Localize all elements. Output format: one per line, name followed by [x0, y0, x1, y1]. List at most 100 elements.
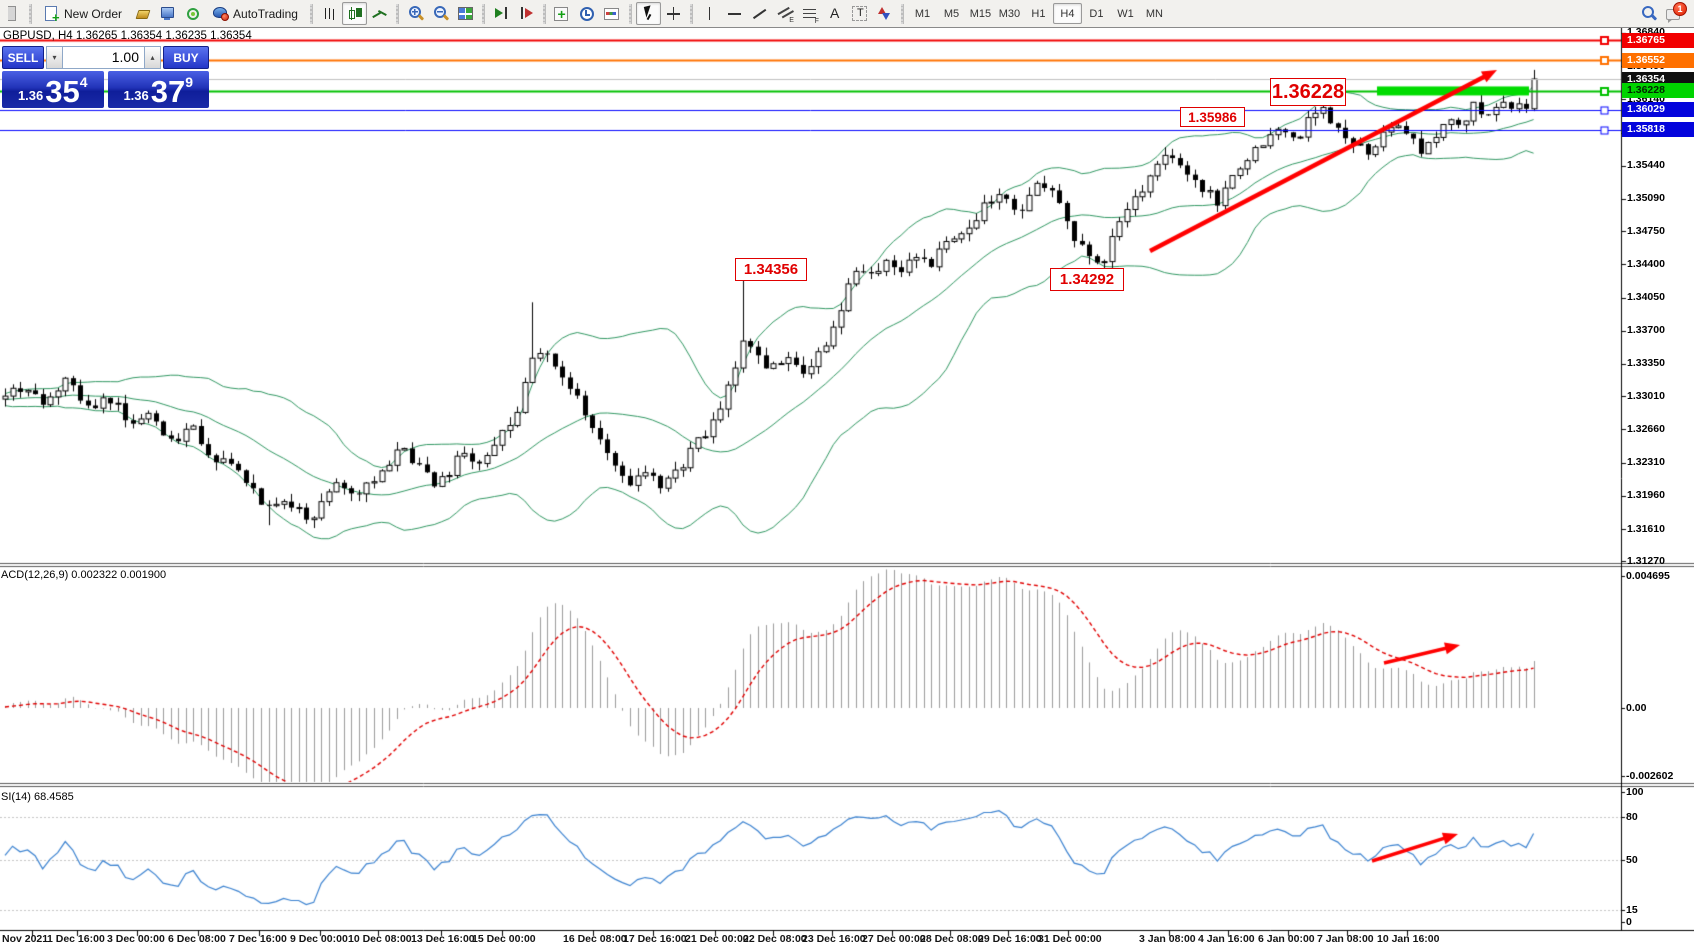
horizontal-line-icon-glyph [727, 6, 742, 21]
sell-price-pip: 4 [79, 74, 88, 90]
price-annotation[interactable]: 1.34356 [735, 258, 807, 281]
time-axis-label: 9 Dec 00:00 [290, 933, 348, 945]
zoom-in-icon[interactable] [403, 2, 428, 25]
time-axis-label: 22 Dec 08:00 [743, 933, 807, 945]
tile-windows-icon-glyph [457, 6, 473, 21]
wallet-icon[interactable] [130, 2, 155, 25]
periods-icon[interactable] [575, 2, 600, 25]
notification-badge: 1 [1673, 2, 1687, 16]
price-annotation[interactable]: 1.36228 [1270, 78, 1346, 106]
time-axis-label: 27 Dec 00:00 [862, 933, 926, 945]
tile-windows-icon[interactable] [453, 2, 478, 25]
timeframe-button-d1[interactable]: D1 [1089, 7, 1104, 20]
toolbar-separator [542, 3, 546, 24]
horizontal-line-icon[interactable] [722, 2, 747, 25]
candlestick-chart-icon[interactable] [341, 2, 367, 25]
price-annotation[interactable]: 1.34292 [1050, 268, 1124, 291]
search-icon[interactable] [1636, 2, 1661, 25]
time-axis-label: 4 Jan 16:00 [1198, 933, 1255, 945]
chart-shift-icon[interactable] [514, 2, 539, 25]
crosshair-icon[interactable] [661, 2, 686, 25]
line-chart-icon-glyph [372, 6, 387, 21]
arrows-icon[interactable] [872, 2, 897, 25]
fibonacci-icon-glyph [802, 6, 819, 25]
time-axis-label: 17 Dec 16:00 [623, 933, 687, 945]
price-tick-label: 1.33350 [1627, 357, 1665, 370]
time-axis-label: 3 Dec 00:00 [107, 933, 165, 945]
price-tick-label: 1.33010 [1627, 389, 1665, 402]
buy-button[interactable]: BUY [163, 46, 209, 69]
auto-scroll-icon[interactable] [489, 2, 514, 25]
sell-price-main: 35 [45, 74, 80, 110]
price-badge: 1.35818 [1622, 122, 1694, 138]
crosshair-icon-glyph [666, 6, 681, 21]
price-badge: 1.36228 [1622, 83, 1694, 99]
equidistant-channel-icon[interactable] [772, 2, 797, 25]
timeframe-button-m5[interactable]: M5 [943, 7, 960, 20]
time-axis-label: 10 Jan 16:00 [1377, 933, 1440, 945]
rsi-scale-label: 80 [1626, 811, 1638, 823]
buy-price[interactable]: 1.36 37 9 [107, 71, 209, 110]
time-axis-label: 16 Dec 08:00 [563, 933, 627, 945]
line-chart-icon[interactable] [367, 2, 392, 25]
templates-icon-glyph [604, 6, 620, 21]
one-click-trading-panel: SELL ▾ 1.00 ▴ BUY 1.36 35 4 1.36 37 9 [2, 46, 209, 108]
time-axis-label: 3 Jan 08:00 [1139, 933, 1196, 945]
buy-price-pip: 9 [185, 74, 194, 90]
timeframe-button-mn[interactable]: MN [1145, 7, 1163, 20]
vertical-line-icon[interactable] [697, 2, 722, 25]
signals-icon[interactable] [180, 2, 205, 25]
toolbar-separator [481, 3, 485, 24]
autotrading-icon [213, 6, 230, 21]
cursor-icon[interactable] [635, 2, 661, 25]
timeframe-button-m1[interactable]: M1 [914, 7, 931, 20]
timeframe-button-w1[interactable]: W1 [1117, 7, 1134, 20]
new-order-label: New Order [64, 6, 123, 21]
volume-stepper: ▾ 1.00 ▴ [46, 46, 161, 69]
trendline-icon[interactable] [747, 2, 772, 25]
sell-button[interactable]: SELL [2, 46, 44, 69]
fibonacci-icon[interactable] [797, 2, 822, 25]
time-axis-label: 7 Dec 16:00 [229, 933, 287, 945]
zoom-in-icon-glyph [408, 6, 423, 21]
price-annotation[interactable]: 1.35986 [1180, 107, 1245, 127]
new-order-button[interactable]: New Order [36, 3, 130, 25]
time-axis-label: 15 Dec 00:00 [472, 933, 536, 945]
autotrading-button[interactable]: AutoTrading [205, 3, 306, 24]
indicators-icon-glyph [554, 6, 569, 22]
price-badge: 1.36765 [1622, 32, 1694, 48]
macd-scale-label: 0.00 [1626, 702, 1647, 714]
price-tick-label: 1.35090 [1627, 192, 1665, 205]
time-axis-label: 29 Dec 16:00 [978, 933, 1042, 945]
chat-icon[interactable]: 1 [1661, 2, 1687, 25]
timeframe-button-m15[interactable]: M15 [969, 7, 992, 20]
bar-chart-icon[interactable] [317, 2, 342, 25]
timeframe-button-m30[interactable]: M30 [998, 7, 1021, 20]
indicators-icon[interactable] [550, 2, 575, 25]
text-label-icon[interactable] [847, 2, 872, 25]
volume-decrease-button[interactable]: ▾ [46, 46, 63, 69]
zoom-out-icon-glyph [433, 6, 448, 21]
price-tick-label: 1.33700 [1627, 324, 1665, 337]
macd-scale-label: 0.004695 [1626, 570, 1670, 582]
toolbar-separator [900, 3, 904, 24]
buy-price-prefix: 1.36 [123, 88, 149, 103]
timeframe-button-h4[interactable]: H4 [1052, 3, 1082, 24]
timeframe-button-h1[interactable]: H1 [1031, 7, 1046, 20]
publisher-icon[interactable] [155, 2, 180, 25]
templates-icon[interactable] [600, 2, 625, 25]
volume-increase-button[interactable]: ▴ [144, 46, 161, 69]
wallet-icon-glyph [135, 6, 150, 21]
cut-icon[interactable] [0, 2, 25, 25]
signals-icon-glyph [185, 6, 200, 21]
sell-price[interactable]: 1.36 35 4 [2, 71, 104, 108]
chart-title: GBPUSD, H4 1.36265 1.36354 1.36235 1.363… [3, 30, 252, 42]
rsi-scale-label: 100 [1626, 786, 1644, 798]
volume-value[interactable]: 1.00 [63, 46, 144, 69]
autotrading-label: AutoTrading [233, 6, 298, 21]
zoom-out-icon[interactable] [428, 2, 453, 25]
text-icon[interactable] [822, 2, 847, 25]
buy-price-main: 37 [150, 74, 186, 110]
price-badge: 1.36354 [1622, 71, 1694, 87]
